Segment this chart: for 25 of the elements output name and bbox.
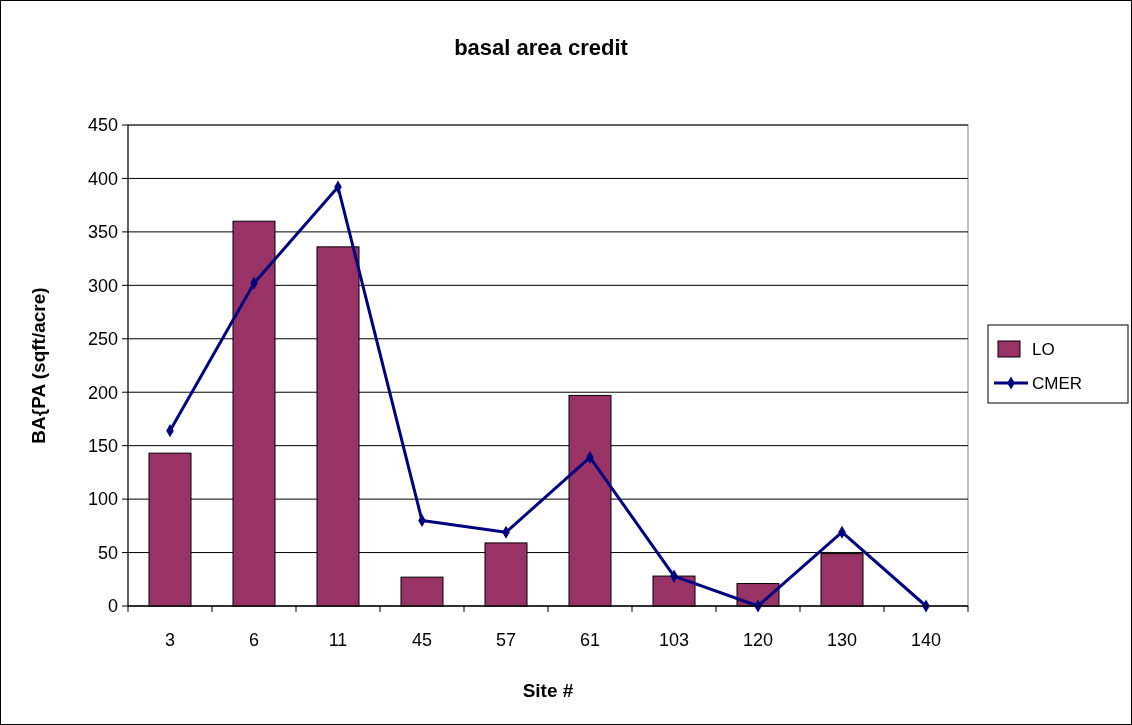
x-tick-label: 45 [411, 630, 433, 650]
x-tick-label: 11 [328, 630, 348, 650]
y-tick-label: 200 [87, 382, 118, 403]
x-tick-label: 120 [742, 630, 774, 650]
x-tick-label: 140 [910, 630, 942, 650]
y-tick-label: 450 [87, 115, 118, 136]
y-tick-label: 400 [87, 168, 118, 189]
y-tick-label: 100 [87, 489, 118, 510]
legend-label: LO [1032, 339, 1055, 359]
x-tick-label: 6 [248, 630, 260, 650]
x-tick-label: 130 [826, 630, 858, 650]
y-tick-label: 250 [87, 329, 118, 350]
x-axis-title: Site # [522, 680, 574, 701]
y-tick-label: 50 [97, 542, 118, 563]
y-tick-label: 150 [87, 435, 118, 456]
y-tick-label: 0 [107, 596, 118, 617]
y-axis-title: BA{PA (sqft/acre) [28, 287, 49, 444]
y-tick-label: 350 [87, 222, 118, 243]
x-tick-label: 3 [164, 630, 176, 650]
legend-label: CMER [1032, 373, 1083, 393]
chart-title: basal area credit [454, 35, 629, 60]
y-tick-label: 300 [87, 275, 118, 296]
x-tick-label: 103 [658, 630, 690, 650]
x-tick-label: 61 [579, 630, 601, 650]
x-tick-label: 57 [495, 630, 517, 650]
